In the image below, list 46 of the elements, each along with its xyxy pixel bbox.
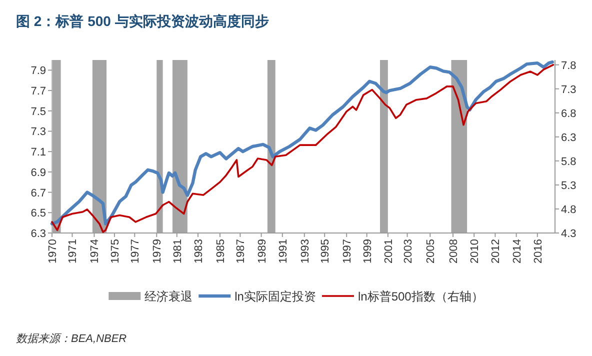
x-tick-label: 2005 bbox=[425, 239, 438, 264]
y-tick-label: 7.9 bbox=[30, 65, 46, 78]
x-tick-label: 2001 bbox=[382, 239, 395, 264]
y2-tick-label: 7.3 bbox=[561, 84, 576, 96]
x-tick-label: 1979 bbox=[152, 239, 164, 264]
x-tick-label: 1995 bbox=[320, 239, 332, 264]
x-tick-label: 2008 bbox=[448, 239, 460, 264]
x-tick-label: 1993 bbox=[299, 239, 312, 264]
y-tick-label: 6.5 bbox=[30, 208, 46, 220]
x-tick-label: 1981 bbox=[172, 239, 184, 264]
y2-tick-label: 6.3 bbox=[561, 132, 576, 144]
x-tick-label: 1975 bbox=[109, 239, 122, 264]
x-tick-label: 2016 bbox=[532, 239, 544, 264]
y-tick-label: 7.5 bbox=[30, 106, 46, 118]
y-tick-label: 6.3 bbox=[30, 228, 46, 240]
y2-tick-label: 5.3 bbox=[561, 180, 576, 192]
x-tick-label: 1983 bbox=[192, 239, 205, 264]
y-tick-label: 6.9 bbox=[30, 166, 46, 179]
x-tick-label: 1985 bbox=[214, 239, 227, 264]
x-tick-label: 1989 bbox=[256, 239, 268, 264]
x-tick-label: 1991 bbox=[277, 239, 290, 264]
x-tick-label: 1987 bbox=[235, 239, 248, 264]
x-tick-label: 2014 bbox=[511, 239, 524, 264]
legend-label: ln标普500指数（右轴） bbox=[358, 290, 484, 304]
x-tick-label: 1999 bbox=[362, 239, 374, 264]
x-tick-label: 1974 bbox=[89, 239, 102, 264]
y-tick-label: 6.7 bbox=[30, 187, 46, 200]
x-tick-label: 2010 bbox=[469, 239, 482, 264]
y-tick-label: 7.7 bbox=[30, 86, 46, 98]
x-tick-label: 2012 bbox=[490, 239, 502, 264]
y-tick-label: 7.3 bbox=[30, 126, 46, 138]
x-tick-label: 1970 bbox=[47, 239, 59, 264]
chart-title: 图 2：标普 500 与实际投资波动高度同步 bbox=[16, 13, 269, 29]
x-tick-label: 1977 bbox=[130, 239, 142, 264]
y-tick-label: 7.1 bbox=[30, 146, 46, 159]
x-tick-label: 2003 bbox=[402, 239, 414, 264]
legend-label: 经济衰退 bbox=[144, 290, 193, 304]
y2-tick-label: 4.8 bbox=[561, 204, 576, 216]
y2-tick-label: 5.8 bbox=[561, 156, 576, 168]
y2-tick-label: 7.8 bbox=[561, 60, 576, 72]
source-note: 数据来源：BEA,NBER bbox=[16, 332, 127, 345]
y2-tick-label: 6.8 bbox=[561, 108, 576, 120]
y2-tick-label: 4.3 bbox=[561, 228, 576, 240]
legend-label: ln实际固定投资 bbox=[234, 290, 316, 304]
x-tick-label: 1997 bbox=[342, 239, 354, 264]
x-tick-label: 1971 bbox=[67, 239, 80, 264]
